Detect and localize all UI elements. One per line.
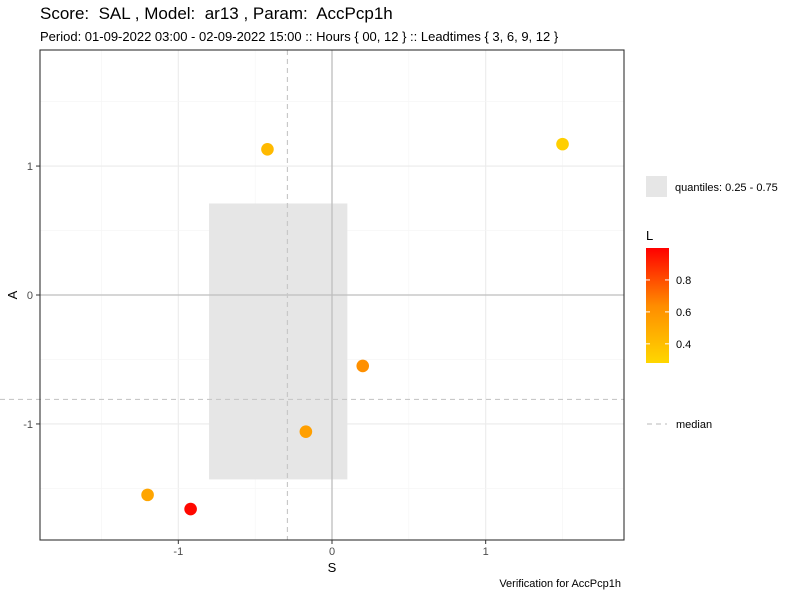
x-axis-title: S [328,560,337,575]
colorbar [646,248,669,363]
y-tick-label: 1 [27,161,33,173]
quantile-box-layer [209,203,348,480]
data-points [141,137,569,516]
y-axis-title: A [5,290,20,299]
legend: quantiles: 0.25 - 0.75 L 0.4 0.6 0.8 median [646,176,778,431]
chart-subtitle: Period: 01-09-2022 03:00 - 02-09-2022 15… [40,29,559,44]
legend-quantile-label: quantiles: 0.25 - 0.75 [675,182,778,194]
axes: -1 0 1 -1 0 1 S A [5,161,489,575]
y-tick-label: -1 [23,419,33,431]
data-point [141,488,154,502]
x-tick-label: 0 [329,546,335,558]
x-tick-label: 1 [483,546,489,558]
data-point [556,137,569,151]
x-tick-label: -1 [173,546,183,558]
data-point [299,425,313,438]
chart-title: Score: SAL , Model: ar13 , Param: AccPcp… [40,4,393,23]
quantile-box [209,203,348,480]
y-tick-label: 0 [27,290,33,302]
chart-caption: Verification for AccPcp1h [499,578,621,590]
colorbar-tick-label: 0.4 [676,339,691,351]
legend-quantile-swatch [646,176,667,197]
legend-median-label: median [676,419,712,431]
reference-lines [0,50,624,540]
colorbar-tick-label: 0.8 [676,275,691,287]
colorbar-title: L [646,228,653,243]
data-point [184,502,197,516]
colorbar-tick-label: 0.6 [676,307,691,319]
data-point [356,359,370,373]
data-point [261,142,274,156]
